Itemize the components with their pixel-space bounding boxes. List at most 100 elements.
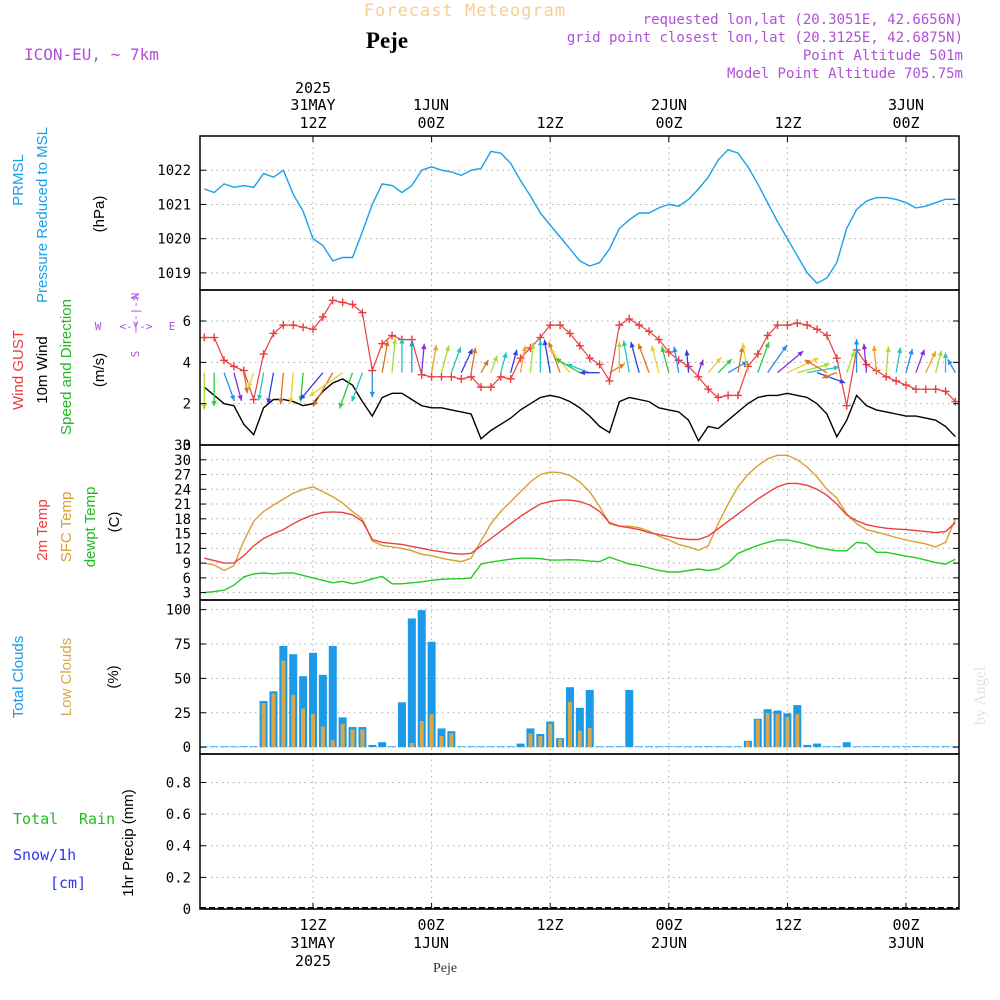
wind-arrow — [308, 372, 344, 397]
total-clouds-bar — [902, 746, 910, 748]
gust-marker — [625, 314, 634, 323]
total-clouds-bar — [852, 746, 861, 748]
total-clouds-bar — [417, 610, 426, 748]
wind-arrow-head — [861, 343, 868, 350]
total-clouds-bar — [674, 746, 683, 748]
gust-marker — [348, 300, 357, 309]
bottom-hour-label: 00Z — [892, 916, 919, 934]
top-time-labels: 2025 31MAY 12Z 1JUN 00Z 12Z 2JUN 00Z 12Z… — [290, 79, 924, 132]
gust-marker — [457, 374, 466, 383]
gust-marker — [654, 335, 663, 344]
low-clouds-bar — [360, 729, 365, 748]
wind-arrow-head — [512, 349, 518, 356]
gust-marker — [605, 376, 614, 385]
bottom-date-label: 2JUN — [651, 934, 687, 952]
wind-arrow-head — [211, 400, 217, 407]
total-clouds-bar — [882, 746, 891, 748]
wind-arrow-head — [672, 346, 678, 353]
total-clouds-bar — [595, 746, 604, 748]
wind-arrow — [312, 372, 334, 407]
gust-marker — [645, 327, 654, 336]
gust-marker — [813, 325, 822, 334]
wind-arrow-head — [616, 341, 622, 348]
y-tick-label: 4 — [183, 355, 191, 371]
total-clouds-bar — [368, 744, 377, 748]
total-clouds-bar — [427, 641, 436, 748]
top-date-label: 3JUN — [888, 96, 924, 114]
axis-ticks: 1019102010211022024636912151821242730330… — [157, 136, 959, 918]
low-clouds-label: Low Clouds — [58, 638, 75, 716]
wind-arrow-head — [384, 340, 390, 347]
top-hour-label: 00Z — [892, 114, 919, 132]
snow-unit-label: [cm] — [50, 874, 86, 892]
total-clouds-bar — [229, 746, 238, 748]
wind-arrow-head — [230, 394, 235, 401]
wind-arrow-head — [502, 352, 508, 359]
wind-arrow — [381, 340, 389, 373]
y-tick-label: 1021 — [157, 197, 191, 213]
gust-marker — [556, 321, 565, 330]
y-tick-label: 6 — [183, 314, 191, 330]
watermark: by Angel — [972, 666, 989, 725]
total-clouds-bar — [892, 746, 901, 748]
gust-marker — [951, 397, 960, 406]
low-clouds-bar — [538, 736, 543, 748]
gust-marker — [249, 395, 258, 404]
gust-marker — [635, 321, 644, 330]
low-clouds-bar — [330, 740, 335, 748]
wind-arrow-head — [942, 352, 949, 358]
gust-marker — [911, 385, 920, 394]
wind-arrow-head — [885, 346, 891, 352]
bottom-hour-label: 12Z — [299, 916, 326, 934]
y-tick-label: 100 — [166, 603, 191, 619]
gust-marker — [427, 372, 436, 381]
compass-legend: W E <-|-> <-|-> N S — [95, 293, 176, 358]
wind-arrow — [622, 340, 630, 373]
y-tick-label: 0 — [183, 902, 191, 918]
wind-arrow-head — [456, 347, 462, 353]
dewpt-line — [204, 539, 956, 594]
data-marks — [200, 148, 960, 910]
y-tick-label: 1022 — [157, 163, 191, 179]
total-clouds-bar — [842, 742, 851, 748]
gust-marker — [496, 372, 505, 381]
total-clouds-bar — [249, 746, 258, 748]
compass-horizontal: <-|-> — [119, 320, 152, 333]
wind-arrow-head — [850, 351, 856, 358]
temp-unit: (C) — [106, 512, 123, 533]
gust-marker — [309, 325, 317, 334]
wind-arrow-head — [822, 373, 829, 379]
low-clouds-bar — [558, 738, 563, 748]
model-name: ICON-EU, ~ 7km — [24, 45, 159, 64]
y-tick-label: 2 — [183, 397, 191, 413]
gust-marker — [724, 391, 733, 400]
wind-arrow-head — [338, 402, 344, 409]
y-tick-label: 18 — [174, 512, 191, 528]
y-tick-label: 6 — [183, 571, 191, 587]
bottom-date-label: 1JUN — [413, 934, 449, 952]
low-clouds-bar — [567, 701, 572, 748]
gust-marker — [318, 312, 327, 321]
low-clouds-bar — [785, 716, 790, 748]
total-clouds-bar — [911, 746, 920, 748]
wind-arrow-head — [399, 338, 405, 344]
y-tick-label: 9 — [183, 556, 191, 572]
panel-frame-3 — [199, 444, 960, 601]
wind-arrow — [391, 338, 396, 373]
wind-arrow-head — [629, 341, 635, 348]
gust-marker — [783, 321, 792, 330]
total-clouds-bar — [309, 652, 317, 748]
gust-marker — [921, 385, 930, 394]
wind-arrow-head — [919, 349, 925, 356]
wind-arrow-head — [537, 339, 543, 346]
total-clouds-bar — [832, 746, 841, 748]
low-clouds-bar — [419, 721, 424, 748]
gust-marker — [763, 331, 772, 340]
total-clouds-bar — [822, 746, 831, 748]
wind-arrow — [548, 341, 561, 373]
bottom-hour-label: 00Z — [417, 916, 444, 934]
gust-marker — [506, 374, 515, 383]
total-clouds-bar — [328, 645, 337, 748]
total-label: Total — [13, 810, 58, 828]
total-clouds-bar — [813, 743, 822, 748]
